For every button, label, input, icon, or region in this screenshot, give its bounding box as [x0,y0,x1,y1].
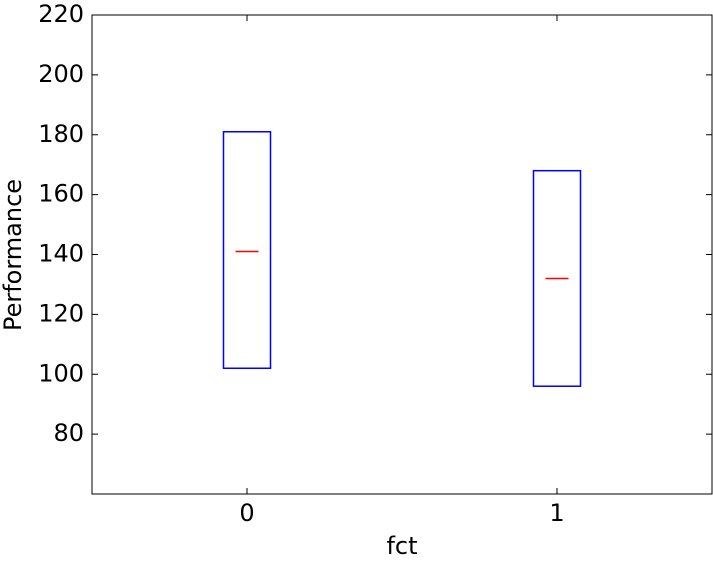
y-tick-label: 80 [53,419,84,447]
box [222,131,272,370]
y-tick-label: 220 [38,0,84,28]
y-tick-label: 200 [38,60,84,88]
x-tick-label: 1 [549,499,564,527]
y-tick-label: 160 [38,180,84,208]
y-tick-label: 120 [38,299,84,327]
box [532,169,582,387]
x-tick-label: 0 [239,499,254,527]
plot-frame [91,14,713,495]
y-axis-title: Performance [0,179,27,331]
y-tick-label: 100 [38,359,84,387]
y-tick-label: 140 [38,240,84,268]
y-tick-label: 180 [38,120,84,148]
x-axis-title: fct [386,532,417,560]
